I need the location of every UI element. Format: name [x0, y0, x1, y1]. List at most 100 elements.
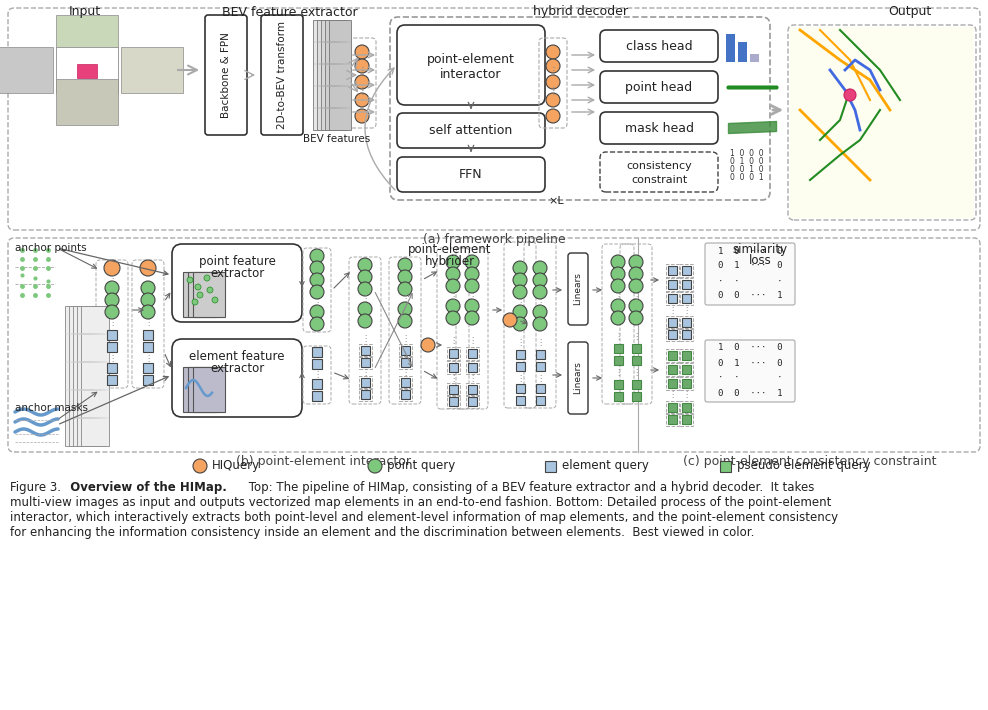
Text: 2D-to-BEV transform: 2D-to-BEV transform [277, 21, 287, 129]
Bar [725, 34, 734, 62]
Circle shape [355, 109, 369, 123]
Text: ⋮: ⋮ [631, 292, 640, 300]
Circle shape [533, 317, 547, 331]
Bar [359, 376, 371, 388]
Text: element query: element query [562, 459, 649, 472]
Text: ⋮: ⋮ [682, 391, 691, 400]
Bar [77, 306, 105, 446]
Text: point query: point query [387, 459, 455, 472]
Text: for enhancing the information consistency inside an element and the discriminati: for enhancing the information consistenc… [10, 526, 755, 539]
FancyBboxPatch shape [705, 243, 795, 305]
Text: ⋮: ⋮ [467, 374, 476, 383]
Circle shape [398, 314, 412, 328]
Circle shape [513, 273, 527, 287]
FancyBboxPatch shape [600, 71, 718, 103]
Bar [666, 400, 679, 413]
Bar [666, 315, 679, 329]
Bar [56, 79, 118, 125]
Bar [81, 306, 109, 446]
Text: ·  ·       ·: · · · [717, 276, 782, 285]
Bar [737, 42, 747, 62]
Bar [361, 358, 370, 366]
Bar [359, 356, 371, 368]
Bar [614, 391, 622, 400]
Circle shape [310, 305, 324, 319]
Text: ⋮: ⋮ [631, 332, 640, 341]
Circle shape [446, 267, 460, 281]
Text: interactor: interactor [441, 67, 502, 80]
Bar [680, 278, 693, 290]
FancyBboxPatch shape [397, 157, 545, 192]
Circle shape [446, 279, 460, 293]
Bar [317, 20, 339, 130]
Text: Linears: Linears [573, 361, 583, 395]
Circle shape [503, 313, 517, 327]
Bar [0, 47, 53, 93]
Bar [668, 293, 677, 302]
Text: 1  0  0  0: 1 0 0 0 [730, 150, 764, 158]
Bar [666, 278, 679, 290]
Text: ⋮: ⋮ [535, 297, 544, 307]
Bar [682, 378, 691, 388]
Circle shape [140, 260, 156, 276]
Text: ⋮: ⋮ [668, 391, 676, 400]
Bar [668, 317, 677, 327]
Bar [313, 20, 335, 130]
Bar [668, 415, 677, 423]
Bar [668, 403, 677, 412]
Circle shape [310, 273, 324, 287]
Text: ·  ·       ·: · · · [717, 373, 782, 383]
Text: hybrid decoder: hybrid decoder [533, 6, 627, 18]
Bar [447, 395, 459, 408]
Bar [325, 20, 347, 130]
Bar [69, 306, 97, 446]
Bar [56, 47, 118, 93]
Bar [682, 364, 691, 373]
Bar [666, 413, 679, 425]
Text: ⋮: ⋮ [548, 86, 558, 96]
Circle shape [358, 314, 372, 328]
Text: point-element: point-element [427, 53, 515, 67]
Bar [447, 383, 459, 395]
Bar [682, 329, 691, 339]
Circle shape [197, 292, 203, 298]
Circle shape [465, 255, 479, 269]
Circle shape [446, 311, 460, 325]
FancyBboxPatch shape [568, 342, 588, 414]
Bar [121, 47, 183, 93]
Bar [790, 27, 974, 218]
Bar [465, 361, 478, 373]
Text: ⋮: ⋮ [357, 86, 367, 96]
Bar [183, 367, 215, 412]
Circle shape [355, 75, 369, 89]
Bar [680, 376, 693, 390]
Bar [750, 54, 759, 62]
Text: ⋮: ⋮ [631, 368, 640, 376]
Bar [719, 461, 730, 471]
Circle shape [355, 59, 369, 73]
Text: anchor points: anchor points [15, 243, 87, 253]
FancyBboxPatch shape [600, 30, 718, 62]
Circle shape [513, 305, 527, 319]
Circle shape [187, 277, 193, 283]
Circle shape [546, 59, 560, 73]
Bar [666, 363, 679, 376]
Text: Output: Output [888, 6, 932, 18]
Circle shape [629, 311, 643, 325]
Circle shape [141, 305, 155, 319]
Text: Input: Input [69, 6, 101, 18]
Text: BEV features: BEV features [303, 134, 370, 144]
Text: 0  0  ···  1: 0 0 ··· 1 [717, 388, 782, 398]
Text: ⋮: ⋮ [401, 295, 409, 303]
Bar [107, 342, 117, 352]
Text: (a) framework pipeline: (a) framework pipeline [423, 233, 565, 246]
Circle shape [358, 258, 372, 272]
Bar [467, 363, 476, 371]
Circle shape [105, 293, 119, 307]
Text: ⋮: ⋮ [313, 297, 321, 307]
Bar [682, 351, 691, 359]
Text: Figure 3.: Figure 3. [10, 481, 61, 494]
Text: similarity: similarity [732, 243, 787, 256]
Circle shape [513, 261, 527, 275]
Bar [535, 383, 544, 393]
